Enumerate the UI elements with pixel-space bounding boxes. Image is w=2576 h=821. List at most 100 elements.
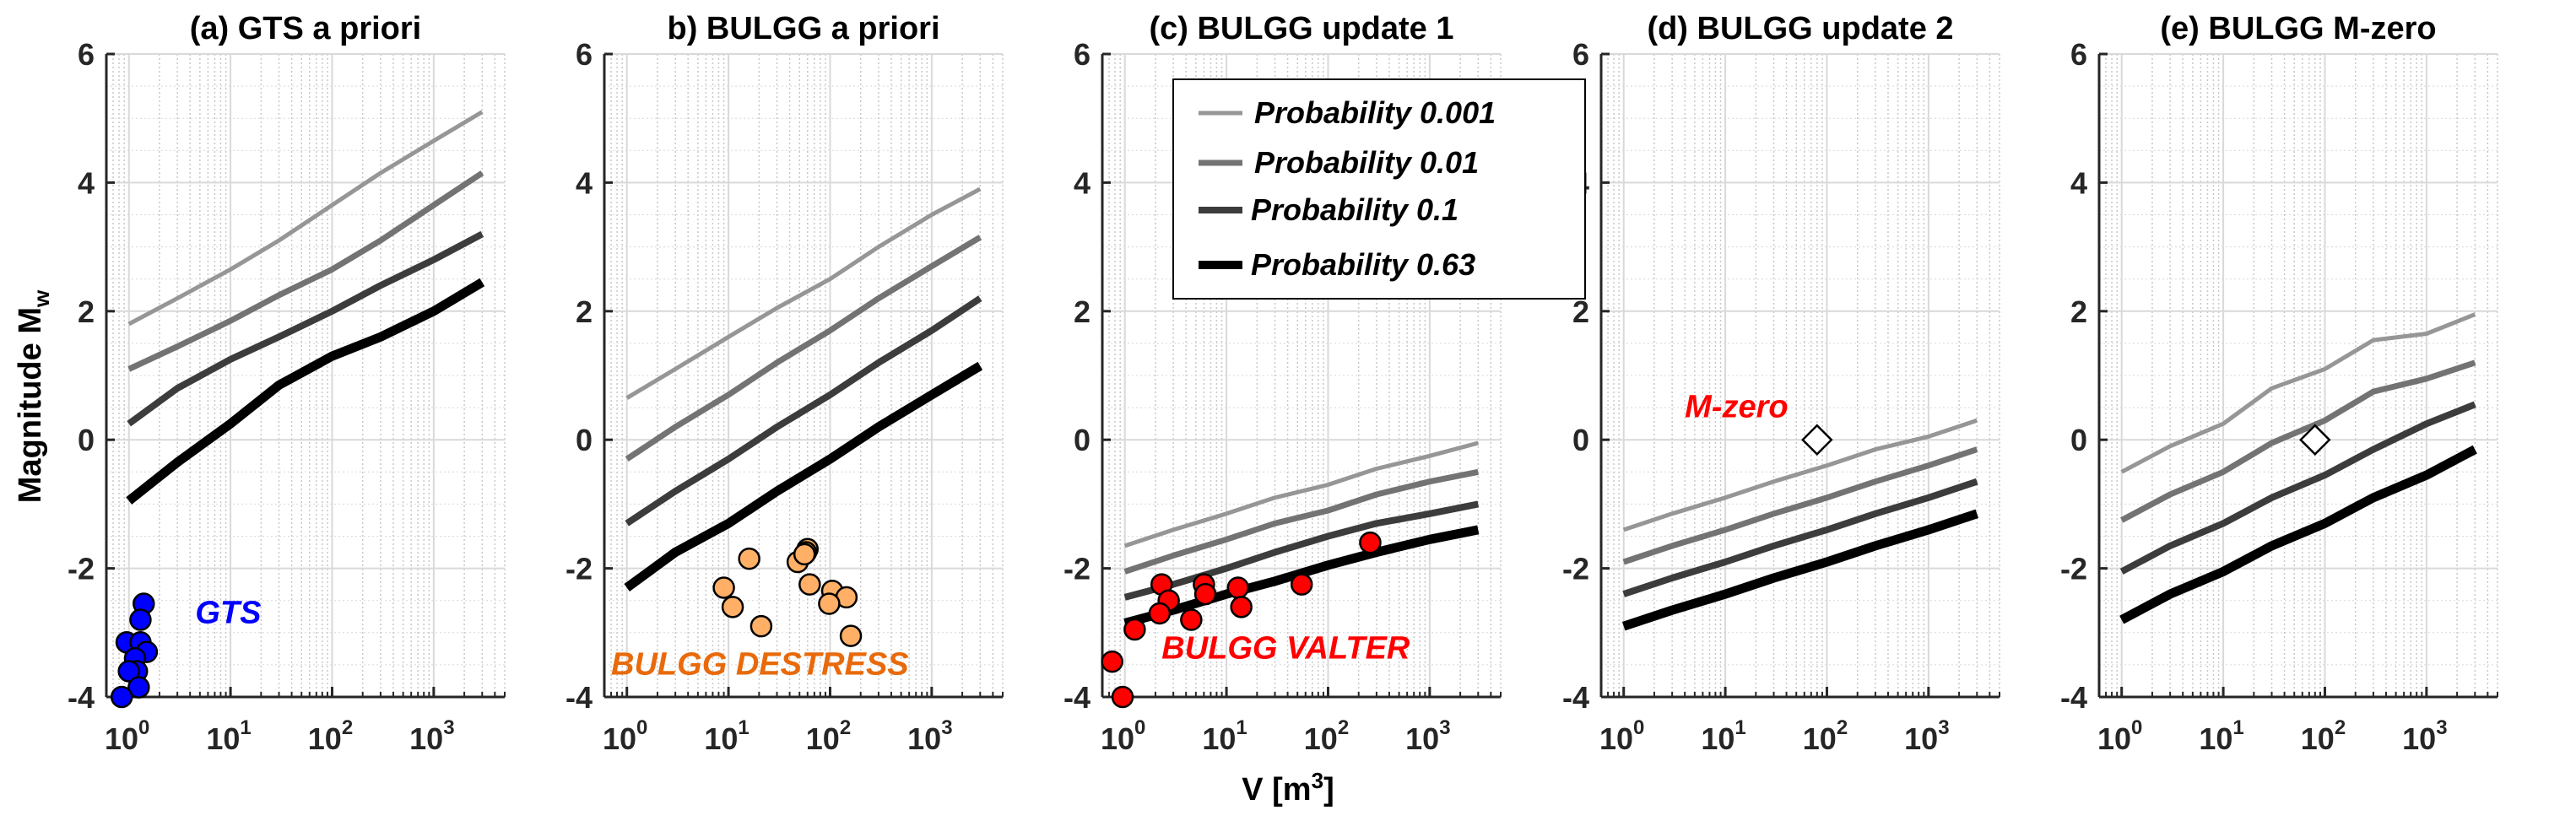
m-zero-marker: [2299, 424, 2331, 456]
y-axis-label-subscript: w: [29, 289, 54, 308]
x-tick-label: 100: [603, 716, 647, 756]
scatter-point: [1226, 576, 1250, 599]
y-tick-label: -4: [2060, 680, 2087, 715]
scatter-point: [1290, 573, 1313, 596]
series-line-probability-0-1: [1123, 500, 1480, 601]
scatter-point: [1180, 608, 1203, 631]
scatter-point: [1123, 618, 1146, 641]
panel-title: (d) BULGG update 2: [1647, 11, 1953, 46]
y-tick-label: -4: [68, 680, 95, 715]
scatter-point: [839, 624, 863, 647]
x-tick-label: 100: [2097, 716, 2142, 756]
scatter-point: [798, 573, 821, 596]
x-tick-label: 102: [806, 716, 851, 756]
scatter-point: [721, 596, 744, 618]
y-tick-label: 6: [1074, 37, 1090, 72]
series-line-probability-0-01: [625, 235, 982, 462]
x-tick-label: 100: [105, 716, 149, 756]
panel-title: (e) BULGG M-zero: [2160, 11, 2436, 46]
x-tick-label: 100: [1101, 716, 1145, 756]
series-line-probability-0-63: [126, 278, 485, 505]
series-line-probability-0-01: [1123, 468, 1479, 575]
annotation-label: BULGG VALTER: [1161, 630, 1410, 666]
y-tick-label: 6: [576, 37, 593, 72]
scatter-point: [712, 576, 735, 599]
y-tick-label: -4: [1063, 680, 1090, 715]
x-tick-label: 101: [1701, 716, 1745, 756]
panel-a: -4 -2 0 2 4 6 100 101 102 103 (a) GTS a priori GTS: [68, 11, 506, 756]
series-line-probability-0-001: [2120, 312, 2476, 474]
y-tick-label: 0: [1572, 423, 1589, 457]
x-tick-label: 102: [1304, 716, 1349, 756]
series-line-probability-0-01: [127, 170, 484, 372]
y-tick-label: 2: [1572, 294, 1589, 329]
y-tick-label: 0: [78, 423, 95, 457]
legend-label: Probability 0.01: [1254, 145, 1479, 180]
x-tick-label: 103: [409, 716, 454, 756]
legend-label: Probability 0.001: [1254, 95, 1496, 130]
legend-entry: Probability 0.1: [1199, 192, 1458, 227]
x-axis-label: V [m3]: [1242, 768, 1334, 807]
series-line-probability-0-001: [625, 186, 982, 400]
y-tick-label: 4: [1074, 165, 1090, 200]
annotation-label: GTS: [195, 595, 261, 630]
series-line-probability-0-1: [1622, 478, 1978, 597]
x-tick-label: 103: [2402, 716, 2447, 756]
scatter-point: [818, 592, 841, 615]
annotation-label: BULGG DESTRESS: [611, 646, 909, 682]
x-tick-label: 101: [704, 716, 749, 756]
series-line-probability-0-01: [1622, 446, 1978, 565]
legend-entry: Probability 0.01: [1199, 145, 1479, 180]
y-tick-label: -2: [1562, 552, 1589, 586]
panel-title: (c) BULGG update 1: [1149, 11, 1453, 46]
scatter-point: [793, 543, 816, 566]
x-tick-label: 103: [1904, 716, 1949, 756]
x-tick-label: 102: [1803, 716, 1848, 756]
panel-title: (a) GTS a priori: [190, 11, 421, 46]
scatter-point: [129, 608, 152, 631]
series-line-probability-0-63: [2119, 445, 2477, 624]
legend-entry: Probability 0.63: [1199, 247, 1475, 282]
scatter-point: [110, 685, 133, 709]
y-tick-label: -2: [68, 552, 95, 586]
panel-e: -4 -2 0 2 4 6 100 101 102 103 (e) BULGG M-zero: [2060, 11, 2498, 756]
x-tick-label: 102: [308, 716, 353, 756]
panel-b: -4 -2 0 2 4 6 100 101 102 103 b) BULGG a priori BUL…: [566, 11, 1004, 756]
series-line-probability-0-01: [2120, 359, 2476, 523]
y-tick-label: 2: [2070, 294, 2087, 329]
y-tick-label: -4: [566, 680, 593, 715]
series-line-probability-0-001: [1622, 418, 1978, 532]
y-tick-label: 0: [576, 423, 593, 457]
y-axis-label: Magnitude Mw: [13, 289, 54, 503]
x-tick-label: 102: [2301, 716, 2346, 756]
y-tick-label: -2: [1063, 552, 1090, 586]
x-tick-label: 100: [1599, 716, 1644, 756]
y-tick-label: 0: [1074, 423, 1090, 457]
scatter-point: [738, 547, 760, 570]
scatter-point: [1148, 602, 1172, 625]
legend-entry: Probability 0.001: [1199, 95, 1496, 130]
series-line-probability-0-63: [624, 361, 983, 591]
scatter-point: [127, 676, 150, 699]
y-tick-label: 4: [576, 165, 593, 200]
panel-c: -4 -2 0 2 4 6 100 101 102 103 (c) BULGG update 1 BU…: [1063, 11, 1502, 756]
y-tick-label: -4: [1562, 680, 1589, 715]
y-tick-label: 2: [78, 294, 95, 329]
series-line-probability-0-1: [127, 230, 484, 427]
scatter-point: [1101, 650, 1123, 673]
scatter-point: [1111, 685, 1134, 709]
scatter-point: [117, 660, 140, 683]
x-tick-label: 101: [206, 716, 251, 756]
y-tick-label: -2: [2060, 552, 2087, 586]
y-tick-label: 6: [2070, 37, 2087, 72]
series-line-probability-0-63: [1621, 509, 1979, 631]
x-tick-label: 103: [907, 716, 952, 756]
x-tick-label: 101: [2199, 716, 2243, 756]
series-line-probability-0-63: [1123, 525, 1480, 628]
legend-label: Probability 0.1: [1251, 192, 1458, 227]
scatter-point: [1193, 582, 1217, 606]
x-tick-label: 101: [1202, 716, 1247, 756]
x-axis-label-superscript: 3: [1312, 768, 1323, 793]
